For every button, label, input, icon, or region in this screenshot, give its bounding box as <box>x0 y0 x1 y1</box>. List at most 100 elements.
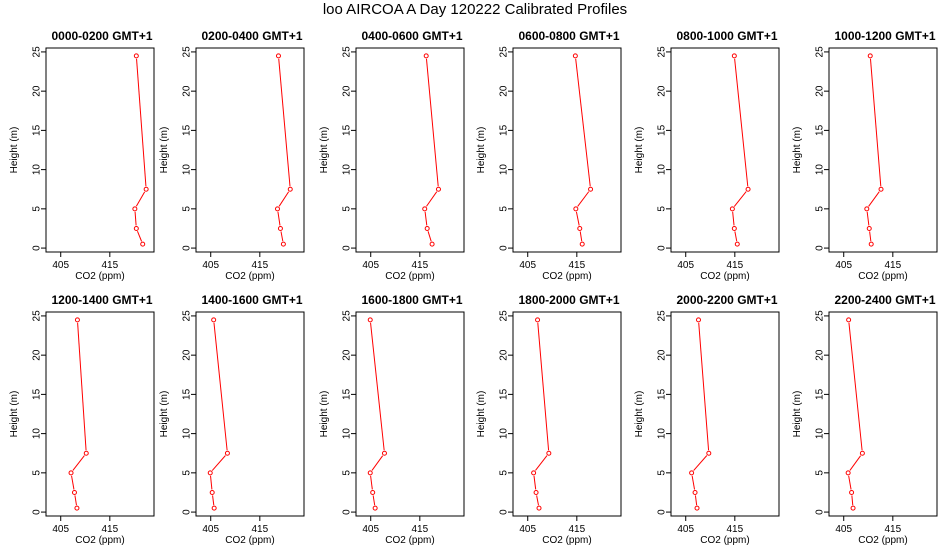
y-tick-label: 15 <box>342 388 353 400</box>
series-segment <box>849 455 862 471</box>
x-axis-label: CO2 (ppm) <box>385 535 434 546</box>
main-title: loo AIRCOA A Day 120222 Calibrated Profi… <box>322 1 628 18</box>
series-segment <box>868 191 880 207</box>
panel-title: 0400-0600 GMT+1 <box>361 29 462 43</box>
panel-title: 1200-1400 GMT+1 <box>51 293 152 307</box>
data-point <box>381 450 387 456</box>
y-tick-label: 20 <box>32 349 43 361</box>
x-tick-label: 415 <box>726 260 743 271</box>
x-tick-label: 415 <box>884 524 901 535</box>
y-tick-label: 0 <box>499 509 510 515</box>
data-point <box>133 53 139 59</box>
data-point <box>867 53 873 59</box>
y-tick-label: 10 <box>815 164 826 176</box>
y-axis-label: Height (m) <box>476 127 487 174</box>
plot-frame <box>828 311 938 517</box>
y-tick-label: 0 <box>342 245 353 251</box>
y-tick-label: 0 <box>182 509 193 515</box>
y-tick-label: 15 <box>499 388 510 400</box>
y-tick-label: 5 <box>32 470 43 476</box>
y-tick-label: 25 <box>342 46 353 58</box>
y-tick-label: 20 <box>182 85 193 97</box>
x-tick-label: 405 <box>519 260 536 271</box>
x-tick-label: 405 <box>362 260 379 271</box>
panel-1: 0000-0200 GMT+1 405 415 0 5 10 15 20 25 CO2 (ppm)… <box>9 29 155 282</box>
data-point <box>579 241 585 247</box>
series-segment <box>693 455 708 471</box>
x-axis-label: CO2 (ppm) <box>858 271 907 282</box>
y-tick-label: 25 <box>657 46 668 58</box>
data-point <box>287 186 293 192</box>
y-tick-label: 10 <box>32 428 43 440</box>
y-tick-label: 5 <box>182 470 193 476</box>
panel-title: 1000-1200 GMT+1 <box>834 29 935 43</box>
series-segment <box>848 322 863 451</box>
panel-title: 0600-0800 GMT+1 <box>518 29 619 43</box>
data-point <box>689 470 695 476</box>
series-segment <box>424 211 428 226</box>
y-tick-label: 25 <box>32 310 43 322</box>
panel-10: 1800-2000 GMT+1 405 415 0 5 10 15 20 25 CO2 (ppm)… <box>476 293 622 546</box>
x-tick-label: 415 <box>568 260 585 271</box>
plot-frame <box>195 47 305 253</box>
y-tick-label: 0 <box>32 509 43 515</box>
series-segment <box>210 475 213 490</box>
y-axis-label: Height (m) <box>319 127 330 174</box>
y-tick-label: 5 <box>815 206 826 212</box>
data-point <box>588 186 594 192</box>
y-tick-label: 5 <box>342 470 353 476</box>
x-axis-label: CO2 (ppm) <box>542 271 591 282</box>
x-axis-label: CO2 (ppm) <box>542 535 591 546</box>
data-point <box>546 450 552 456</box>
y-tick-label: 0 <box>342 509 353 515</box>
x-tick-label: 415 <box>251 524 268 535</box>
data-point <box>367 470 373 476</box>
series-segment <box>213 322 228 451</box>
x-axis-label: CO2 (ppm) <box>700 271 749 282</box>
y-tick-label: 15 <box>657 388 668 400</box>
data-point <box>211 317 217 323</box>
data-point <box>536 505 542 511</box>
panel-title: 0800-1000 GMT+1 <box>676 29 777 43</box>
series-segment <box>694 495 698 506</box>
series-segment <box>426 191 438 207</box>
series-segment <box>851 495 854 506</box>
series-segment <box>535 455 548 471</box>
series-segment <box>278 191 290 207</box>
y-tick-label: 25 <box>499 310 510 322</box>
data-point <box>209 489 215 495</box>
y-tick-label: 25 <box>499 46 510 58</box>
panel-title: 2200-2400 GMT+1 <box>834 293 935 307</box>
series-segment <box>698 322 710 451</box>
series-segment <box>425 58 439 187</box>
plot-frame <box>512 47 622 253</box>
data-point <box>372 505 378 511</box>
plot-frame <box>195 311 305 517</box>
y-tick-label: 0 <box>499 245 510 251</box>
data-point <box>850 505 856 511</box>
data-point <box>845 470 851 476</box>
y-tick-label: 5 <box>342 206 353 212</box>
y-tick-label: 25 <box>815 46 826 58</box>
y-tick-label: 25 <box>657 310 668 322</box>
series-segment <box>734 58 749 187</box>
y-tick-label: 25 <box>342 310 353 322</box>
series-segment <box>135 191 146 207</box>
data-point <box>531 470 537 476</box>
x-axis-label: CO2 (ppm) <box>225 535 274 546</box>
plot-frame <box>670 311 780 517</box>
data-point <box>277 225 283 231</box>
y-tick-label: 15 <box>499 124 510 136</box>
x-tick-label: 405 <box>362 524 379 535</box>
data-point <box>533 489 539 495</box>
data-point <box>422 206 428 212</box>
series-segment <box>427 231 432 242</box>
panel-title: 2000-2200 GMT+1 <box>676 293 777 307</box>
y-tick-label: 15 <box>815 124 826 136</box>
plot-frame <box>828 47 938 253</box>
series-segment <box>280 231 284 242</box>
panel-12: 2200-2400 GMT+1 405 415 0 5 10 15 20 25 CO2 (ppm)… <box>792 293 938 546</box>
y-tick-label: 15 <box>182 124 193 136</box>
series-segment <box>370 475 373 490</box>
